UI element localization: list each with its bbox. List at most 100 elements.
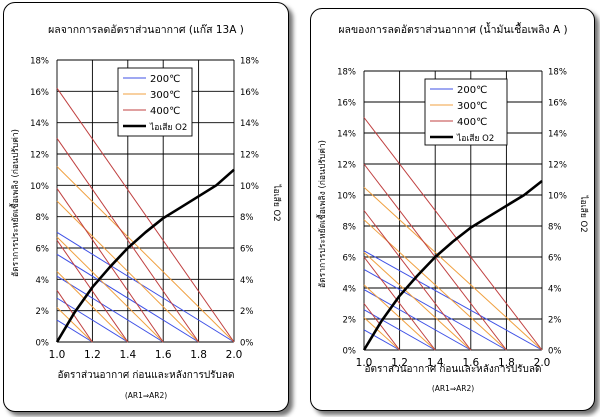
x-axis-note: (AR1⇒AR2) [125, 391, 167, 400]
series-line [56, 231, 235, 343]
y-tick-label-left: 10% [30, 182, 49, 192]
series-line [56, 297, 129, 343]
o2-exhaust-curve [362, 179, 543, 351]
series-line [363, 309, 436, 351]
legend-label: ไอเสีย O2 [149, 122, 187, 133]
series-line [56, 166, 235, 343]
series-line [363, 250, 543, 351]
y-tick-label-left: 18% [30, 57, 49, 67]
series-line [56, 239, 129, 343]
y-tick-label-right: 10% [240, 182, 259, 192]
y-tick-label-right: 4% [548, 285, 562, 295]
y-tick-label-left: 2% [343, 316, 357, 326]
y-axis-label-left: อัตราการประหยัดเชื้อเพลิง (ก่อนปรับค่า) [316, 140, 328, 288]
y-tick-label-left: 4% [36, 276, 50, 286]
series-line [363, 251, 472, 351]
legend-label: 400℃ [150, 106, 180, 117]
y-tick-label-left: 12% [30, 151, 49, 161]
chart-13a-gas: ผลจากการลดอัตราส่วนอากาศ (แก๊ส 13A ) 1.0 1… [9, 23, 282, 400]
legend-label: 400℃ [457, 117, 487, 128]
y-axis-label-left: อัตราการประหยัดเชื้อเพลิง (ก่อนปรับค่า) [9, 129, 21, 277]
chart-panel-fuel-oil-a: ผลของการลดอัตราส่วนอากาศ (น้ำมันเชื้อเพล… [310, 8, 595, 411]
x-tick-label: 1.6 [462, 357, 479, 369]
series-line [363, 256, 436, 351]
legend-box [424, 78, 508, 146]
series-line [363, 117, 543, 351]
x-tick-label: 1.8 [190, 349, 207, 361]
y-tick-label-left: 2% [36, 307, 50, 317]
y-tick-label-right: 4% [240, 276, 254, 286]
legend-label: 300℃ [457, 101, 487, 112]
y-tick-label-left: 14% [30, 119, 49, 129]
y-tick-label-right: 18% [240, 57, 259, 67]
legend-label: 200℃ [150, 74, 180, 85]
chart-title: ผลจากการลดอัตราส่วนอากาศ (แก๊ส 13A ) [48, 23, 244, 36]
y-tick-label-right: 14% [548, 130, 567, 140]
x-tick-label: 2.0 [534, 357, 551, 369]
chart-fuel-oil-a: ผลของการลดอัตราส่วนอากาศ (น้ำมันเชื้อเพล… [316, 22, 589, 393]
x-axis-label: อัตราส่วนอากาศ ก่อนและหลังการปรับลด [364, 364, 541, 375]
y-tick-label-right: 12% [240, 151, 259, 161]
series-line [363, 317, 400, 351]
y-tick-label-right: 12% [548, 161, 567, 171]
y-tick-label-left: 6% [36, 245, 50, 255]
y-tick-label-right: 10% [548, 192, 567, 202]
chart-title: ผลของการลดอัตราส่วนอากาศ (น้ำมันเชื้อเพล… [338, 22, 567, 36]
series-line [363, 303, 400, 351]
y-tick-label-left: 0% [36, 339, 50, 349]
x-tick-label: 1.2 [391, 357, 408, 369]
y-tick-label-left: 0% [343, 347, 357, 357]
series-line [363, 210, 472, 351]
y-tick-label-right: 0% [548, 347, 562, 357]
series-line [56, 236, 164, 343]
y-tick-label-left: 16% [30, 88, 49, 98]
chart-panel-13a-gas: ผลจากการลดอัตราส่วนอากาศ (แก๊ส 13A ) 1.0 1… [3, 2, 289, 412]
x-axis-note: (AR1⇒AR2) [432, 384, 474, 393]
series-line [363, 268, 507, 351]
series-line [56, 275, 164, 343]
y-tick-label-left: 6% [343, 254, 357, 264]
x-tick-label: 1.6 [155, 349, 172, 361]
x-tick-label: 1.8 [498, 357, 515, 369]
series-line [363, 284, 436, 351]
series-line [56, 307, 93, 343]
y-axis-label-right: ไอเสีย O2 [271, 183, 282, 221]
y-tick-label-left: 14% [337, 130, 356, 140]
y-tick-label-right: 18% [548, 68, 567, 78]
legend-box [117, 67, 193, 137]
y-tick-label-right: 2% [548, 316, 562, 326]
o2-exhaust-curve [55, 168, 235, 343]
legend-label: 200℃ [457, 85, 487, 96]
series-line [56, 138, 200, 343]
y-tick-label-left: 10% [337, 192, 356, 202]
y-tick-label-left: 12% [337, 161, 356, 171]
y-tick-label-left: 8% [343, 223, 357, 233]
y-tick-label-right: 6% [548, 254, 562, 264]
y-tick-label-right: 14% [240, 119, 259, 129]
x-tick-label: 1.2 [84, 349, 101, 361]
legend-label: ไอเสีย O2 [456, 133, 494, 144]
series-line [56, 87, 235, 343]
x-tick-label: 2.0 [226, 349, 243, 361]
series-line [56, 271, 129, 343]
x-tick-label: 1.4 [119, 349, 136, 361]
series-line [56, 319, 93, 343]
series-line [56, 253, 199, 343]
y-tick-label-right: 0% [240, 339, 254, 349]
y-tick-label-right: 2% [240, 307, 254, 317]
series-line [56, 200, 199, 343]
x-tick-label: 1.0 [49, 349, 66, 361]
x-tick-label: 1.0 [356, 357, 373, 369]
series-line [363, 186, 543, 351]
y-tick-label-right: 8% [240, 213, 254, 223]
legend-label: 300℃ [150, 90, 180, 101]
y-tick-label-left: 4% [343, 285, 357, 295]
y-tick-label-left: 16% [337, 99, 356, 109]
y-axis-label-right: ไอเสีย O2 [578, 194, 589, 232]
series-line [56, 290, 93, 343]
series-line [363, 289, 472, 351]
y-tick-label-right: 6% [240, 245, 254, 255]
y-tick-label-left: 8% [36, 213, 50, 223]
x-axis-label: อัตราส่วนอากาศ ก่อนและหลังการปรับลด [57, 370, 234, 381]
y-tick-label-right: 16% [240, 88, 259, 98]
